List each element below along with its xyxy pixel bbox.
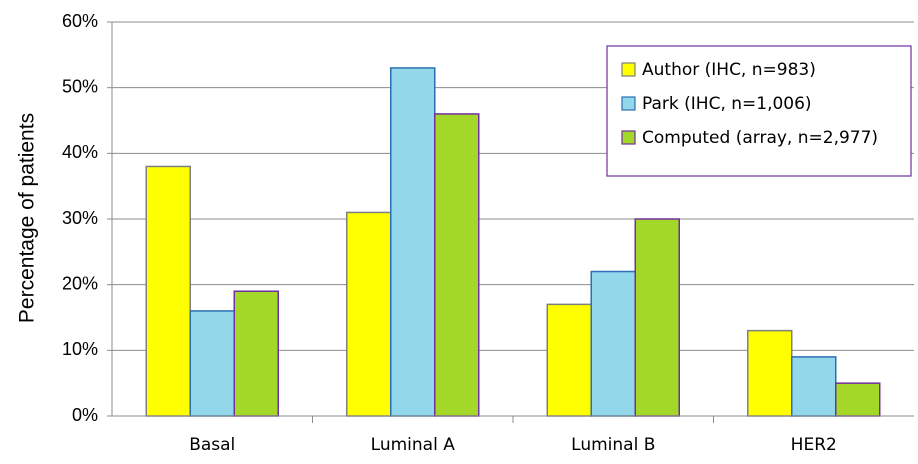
- x-tick-label: Luminal A: [371, 435, 456, 455]
- x-tick-label: HER2: [791, 435, 837, 455]
- bar-luminal-a-series-1: [346, 211, 392, 417]
- y-tick-label: 0%: [72, 405, 98, 425]
- y-tick-label: 30%: [62, 208, 98, 228]
- x-tick-label: Luminal B: [571, 435, 655, 455]
- legend-entry: Computed (array, n=2,977): [642, 128, 878, 148]
- bar-luminal-a-series-3: [434, 113, 480, 417]
- legend-swatch: [621, 96, 636, 111]
- bar-her2-series-3: [835, 382, 881, 417]
- x-axis-ticks: Basal Luminal A Luminal B HER2: [189, 416, 837, 455]
- bar-luminal-b-series-3: [634, 218, 680, 417]
- legend-swatch: [621, 130, 636, 145]
- legend-entry: Author (IHC, n=983): [642, 60, 816, 80]
- bars: [145, 67, 881, 417]
- legend: Author (IHC, n=983) Park (IHC, n=1,006) Co…: [606, 45, 912, 177]
- bar-her2-series-1: [747, 329, 793, 417]
- y-tick-label: 60%: [62, 11, 98, 31]
- y-tick-label: 20%: [62, 273, 98, 293]
- y-tick-label: 50%: [62, 76, 98, 96]
- legend-box: [606, 45, 912, 177]
- legend-swatch: [621, 62, 636, 77]
- bar-luminal-a-series-2: [390, 67, 436, 417]
- bar-basal-series-3: [233, 290, 279, 417]
- y-tick-label: 10%: [62, 339, 98, 359]
- legend-entry: Park (IHC, n=1,006): [642, 94, 812, 114]
- x-tick-label: Basal: [189, 435, 235, 455]
- bar-basal-series-2: [189, 310, 235, 417]
- bar-luminal-b-series-1: [546, 303, 592, 417]
- bar-her2-series-2: [791, 356, 837, 417]
- y-tick-label: 40%: [62, 142, 98, 162]
- y-axis-label: Percentage of patients: [16, 113, 39, 323]
- bar-luminal-b-series-2: [590, 270, 636, 417]
- bar-basal-series-1: [145, 165, 191, 417]
- y-axis-ticks: 0% 10% 20% 30% 40% 50% 60%: [62, 11, 112, 425]
